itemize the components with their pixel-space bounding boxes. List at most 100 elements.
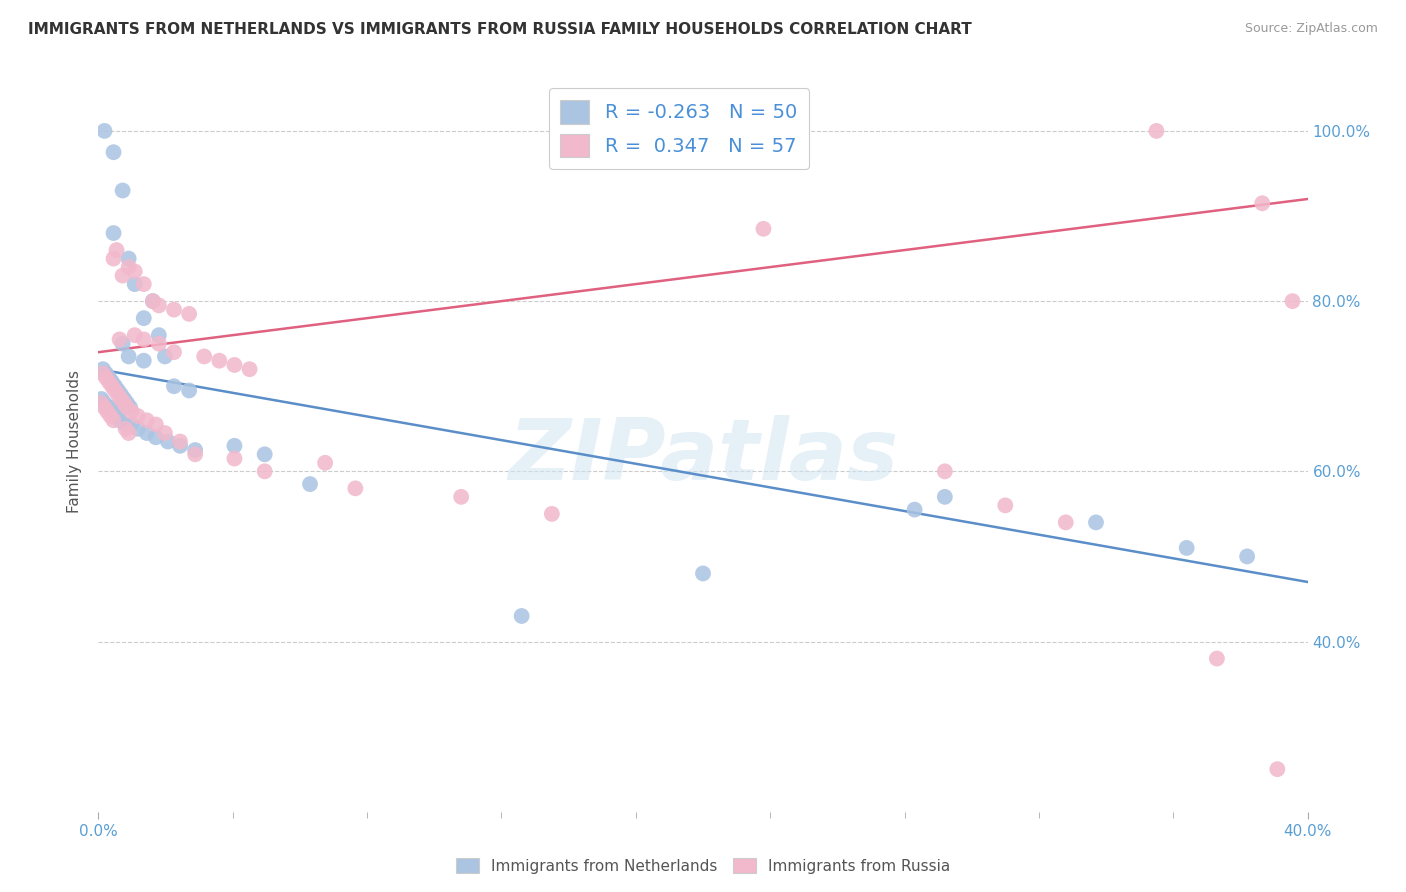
Point	[115, 401, 138, 415]
Point	[142, 294, 165, 309]
Text: IMMIGRANTS FROM NETHERLANDS VS IMMIGRANTS FROM RUSSIA FAMILY HOUSEHOLDS CORRELAT: IMMIGRANTS FROM NETHERLANDS VS IMMIGRANT…	[28, 22, 972, 37]
Point	[93, 401, 115, 415]
Point	[96, 405, 118, 419]
Point	[121, 405, 143, 419]
Point	[224, 358, 246, 372]
Point	[135, 425, 157, 440]
Point	[107, 384, 129, 398]
Point	[100, 409, 122, 423]
Point	[169, 434, 191, 449]
Point	[145, 417, 167, 432]
Point	[299, 477, 322, 491]
Point	[163, 345, 186, 359]
Point	[132, 311, 155, 326]
Point	[111, 336, 134, 351]
Point	[112, 396, 135, 410]
Legend: R = -0.263   N = 50, R =  0.347   N = 57: R = -0.263 N = 50, R = 0.347 N = 57	[548, 88, 808, 169]
Point	[124, 277, 146, 292]
Point	[118, 350, 141, 364]
Point	[103, 413, 125, 427]
Point	[124, 264, 146, 278]
Point	[1146, 124, 1168, 138]
Y-axis label: Family Households: Family Households	[67, 370, 83, 513]
Point	[184, 447, 207, 461]
Point	[114, 422, 136, 436]
Point	[1236, 549, 1258, 564]
Point	[169, 439, 191, 453]
Point	[156, 434, 179, 449]
Point	[103, 252, 125, 266]
Point	[91, 367, 114, 381]
Text: ZIPatlas: ZIPatlas	[508, 415, 898, 498]
Point	[179, 307, 201, 321]
Point	[111, 184, 134, 198]
Point	[98, 375, 121, 389]
Point	[1251, 196, 1274, 211]
Point	[934, 490, 956, 504]
Point	[153, 350, 176, 364]
Point	[344, 481, 367, 495]
Point	[1281, 294, 1303, 309]
Point	[450, 490, 472, 504]
Point	[108, 413, 131, 427]
Point	[115, 396, 138, 410]
Point	[132, 333, 155, 347]
Point	[118, 425, 141, 440]
Point	[118, 252, 141, 266]
Point	[148, 298, 170, 312]
Point	[132, 353, 155, 368]
Point	[1054, 516, 1077, 530]
Point	[90, 392, 112, 406]
Point	[208, 353, 231, 368]
Point	[93, 124, 115, 138]
Point	[1206, 651, 1229, 665]
Point	[224, 451, 246, 466]
Point	[91, 362, 114, 376]
Point	[112, 392, 135, 406]
Point	[994, 499, 1017, 513]
Point	[110, 392, 132, 406]
Point	[127, 409, 149, 423]
Point	[107, 388, 129, 402]
Point	[1085, 516, 1108, 530]
Point	[752, 221, 775, 235]
Point	[103, 405, 125, 419]
Point	[110, 388, 132, 402]
Point	[934, 464, 956, 478]
Point	[148, 336, 170, 351]
Point	[101, 379, 124, 393]
Point	[148, 328, 170, 343]
Point	[193, 350, 215, 364]
Point	[96, 401, 118, 415]
Point	[135, 413, 157, 427]
Point	[253, 464, 276, 478]
Point	[904, 502, 927, 516]
Point	[127, 422, 149, 436]
Point	[142, 294, 165, 309]
Point	[93, 396, 115, 410]
Point	[94, 367, 117, 381]
Point	[692, 566, 714, 581]
Point	[104, 384, 127, 398]
Point	[163, 379, 186, 393]
Point	[145, 430, 167, 444]
Point	[239, 362, 262, 376]
Point	[118, 260, 141, 274]
Point	[153, 425, 176, 440]
Point	[510, 609, 533, 624]
Point	[163, 302, 186, 317]
Point	[121, 417, 143, 432]
Point	[105, 409, 128, 423]
Point	[90, 396, 112, 410]
Point	[1175, 541, 1198, 555]
Point	[540, 507, 562, 521]
Point	[108, 333, 131, 347]
Point	[224, 439, 246, 453]
Legend: Immigrants from Netherlands, Immigrants from Russia: Immigrants from Netherlands, Immigrants …	[450, 852, 956, 880]
Point	[103, 145, 125, 160]
Text: Source: ZipAtlas.com: Source: ZipAtlas.com	[1244, 22, 1378, 36]
Point	[132, 277, 155, 292]
Point	[314, 456, 336, 470]
Point	[101, 375, 124, 389]
Point	[100, 401, 122, 415]
